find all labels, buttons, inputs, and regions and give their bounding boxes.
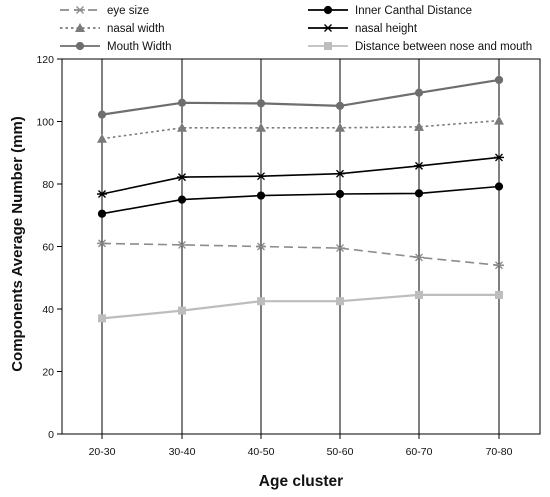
series-distance-between-nose-and-mouth (98, 290, 503, 323)
legend-item-nasal-height: nasal height (308, 23, 418, 35)
point-eye-size-20-30 (97, 239, 107, 248)
point-nasal-width-70-80 (494, 115, 504, 125)
point-distance-between-nose-and-mouth-70-80 (495, 290, 503, 299)
legend-label-nasal-height: nasal height (355, 23, 418, 35)
legend-item-mouth-width: Mouth Width (60, 41, 172, 53)
point-eye-size-60-70 (414, 253, 424, 262)
point-nasal-height-20-30 (97, 190, 107, 198)
series-nasal-height (97, 153, 504, 198)
point-nasal-width-60-70 (414, 121, 424, 131)
point-mouth-width-60-70 (414, 88, 424, 97)
point-distance-between-nose-and-mouth-20-30 (98, 314, 106, 323)
x-tick-label-50-60: 50-60 (327, 446, 354, 458)
point-nasal-width-50-60 (335, 122, 345, 132)
point-inner-canthal-distance-20-30 (97, 209, 107, 218)
point-nasal-width-20-30 (97, 133, 107, 143)
y-tick-label-20: 20 (42, 367, 54, 379)
x-axis-title: Age cluster (259, 473, 343, 490)
legend-item-inner-canthal-distance: Inner Canthal Distance (308, 5, 472, 17)
y-tick-label-60: 60 (42, 242, 54, 254)
line-distance-between-nose-and-mouth (101, 293, 499, 320)
x-tick-label-30-40: 30-40 (169, 446, 196, 458)
line-eye-size (101, 242, 500, 267)
point-mouth-width-20-30 (97, 110, 107, 119)
point-eye-size-50-60 (335, 244, 345, 253)
x-axis: 20-30 30-40 40-50 50-60 60-70 70-80 (89, 434, 513, 458)
series-layer (97, 75, 504, 323)
point-nasal-height-40-50 (256, 172, 266, 181)
legend-marker-eye-size (75, 6, 85, 14)
line-inner-canthal-distance (101, 185, 500, 215)
series-inner-canthal-distance (97, 182, 504, 218)
point-nasal-width-40-50 (256, 122, 266, 132)
point-mouth-width-70-80 (494, 75, 504, 85)
point-inner-canthal-distance-70-80 (494, 182, 504, 191)
point-nasal-height-60-70 (414, 161, 424, 170)
line-mouth-width (101, 78, 500, 116)
legend-item-eye-size: eye size (60, 5, 149, 17)
point-eye-size-40-50 (256, 242, 266, 251)
y-tick-label-80: 80 (42, 179, 54, 191)
legend-label-inner-canthal-distance: Inner Canthal Distance (355, 5, 472, 17)
series-nasal-width (97, 115, 504, 143)
point-nasal-width-30-40 (177, 122, 187, 132)
point-mouth-width-30-40 (177, 98, 187, 107)
x-tick-label-70-80: 70-80 (486, 446, 513, 458)
y-tick-label-100: 100 (36, 117, 54, 129)
point-inner-canthal-distance-40-50 (256, 191, 266, 200)
point-mouth-width-40-50 (256, 99, 266, 108)
point-inner-canthal-distance-50-60 (335, 189, 345, 199)
point-nasal-height-30-40 (177, 173, 187, 182)
point-distance-between-nose-and-mouth-60-70 (415, 290, 423, 299)
legend-marker-nasal-height (323, 24, 333, 32)
y-tick-label-40: 40 (42, 304, 54, 316)
legend-label-distance-between-nose-and-mouth: Distance between nose and mouth (355, 41, 532, 53)
point-nasal-height-50-60 (335, 169, 345, 178)
y-tick-label-0: 0 (48, 429, 54, 441)
point-distance-between-nose-and-mouth-40-50 (257, 297, 265, 306)
point-eye-size-70-80 (494, 261, 504, 270)
y-axis-title: Components Average Number (mm) (9, 116, 26, 372)
legend-marker-mouth-width (75, 41, 85, 51)
legend-item-distance-between-nose-and-mouth: Distance between nose and mouth (308, 41, 532, 53)
point-distance-between-nose-and-mouth-50-60 (336, 297, 344, 306)
legend-marker-inner-canthal-distance (323, 5, 333, 15)
legend-label-eye-size: eye size (107, 5, 149, 17)
line-nasal-height (101, 156, 500, 195)
y-axis: 0 20 40 60 80 100 120 (36, 54, 62, 441)
series-mouth-width (97, 75, 504, 119)
point-inner-canthal-distance-30-40 (177, 195, 187, 204)
point-distance-between-nose-and-mouth-30-40 (178, 306, 186, 315)
point-nasal-height-70-80 (494, 153, 504, 162)
series-eye-size (97, 239, 504, 270)
legend-label-nasal-width: nasal width (107, 23, 165, 35)
legend: eye size Inner Canthal Distance nasal widt… (60, 5, 532, 53)
line-nasal-width (101, 119, 500, 140)
point-inner-canthal-distance-60-70 (414, 189, 424, 198)
legend-marker-nasal-width (75, 23, 85, 32)
point-mouth-width-50-60 (335, 101, 345, 110)
x-tick-label-20-30: 20-30 (89, 446, 116, 458)
x-tick-label-40-50: 40-50 (248, 446, 275, 458)
legend-label-mouth-width: Mouth Width (107, 41, 172, 53)
legend-marker-distance-between-nose-and-mouth (324, 42, 332, 50)
legend-item-nasal-width: nasal width (60, 23, 165, 35)
y-tick-label-120: 120 (36, 54, 54, 66)
point-eye-size-30-40 (177, 240, 187, 249)
x-tick-label-60-70: 60-70 (406, 446, 433, 458)
